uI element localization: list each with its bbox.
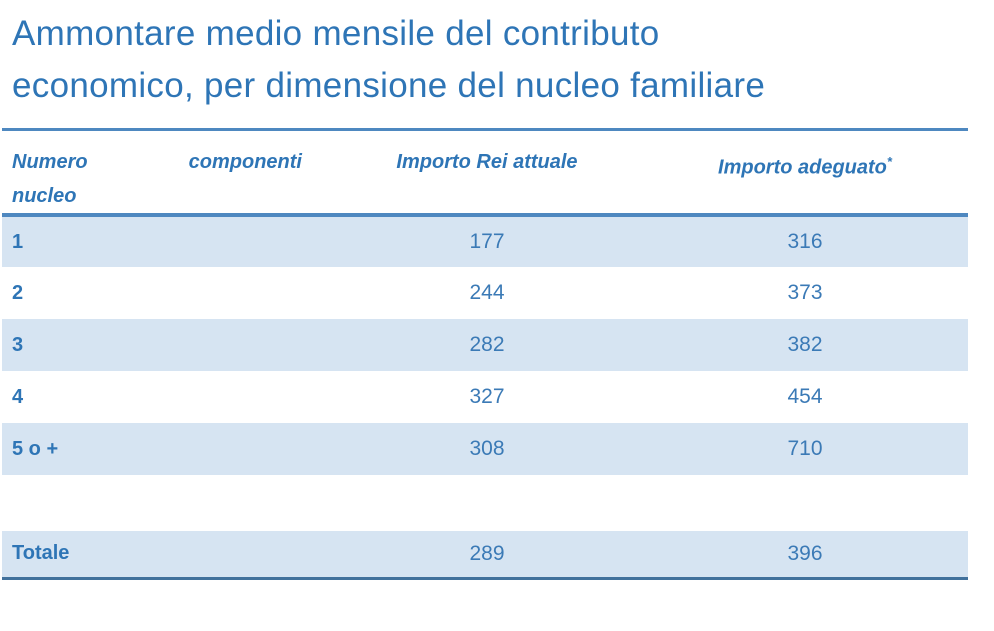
- footnote-asterisk: *: [886, 154, 892, 169]
- cell-importo-rei: 327: [469, 385, 505, 408]
- page-title-line-2: economico, per dimensione del nucleo fam…: [12, 66, 766, 105]
- table-row-3: 3 282 382: [2, 319, 968, 371]
- table-row-1: 1 177 316: [2, 215, 968, 267]
- table-row-5: 5 o + 308 710: [2, 423, 968, 475]
- header-row: Numero componenti nucleo Importo Rei att…: [2, 129, 968, 216]
- cell-importo-rei: 177: [469, 230, 505, 253]
- table-header: Numero componenti nucleo Importo Rei att…: [2, 129, 968, 216]
- cell-importo-adeguato: 710: [787, 437, 823, 460]
- cell-importo-adeguato: 454: [787, 385, 823, 408]
- contribution-table: Numero componenti nucleo Importo Rei att…: [2, 128, 968, 580]
- table-row-4: 4 327 454: [2, 371, 968, 423]
- cell-importo-rei: 282: [469, 333, 505, 356]
- empty-cell: [332, 475, 642, 531]
- cell-importo-adeguato: 382: [787, 333, 823, 356]
- total-importo-rei: 289: [469, 541, 505, 565]
- row-label: 5 o +: [12, 437, 59, 460]
- header-numero-wrap: Numero componenti nucleo: [2, 145, 302, 213]
- table-body: 1 177 316 2 244 373 3 282 382 4 327 454 …: [2, 215, 968, 578]
- header-word-numero: Numero: [12, 151, 88, 173]
- column-header-importo-adeguato: Importo adeguato*: [642, 130, 968, 216]
- column-header-numero-componenti-nucleo: Numero componenti nucleo: [2, 130, 332, 216]
- column-header-importo-rei-attuale: Importo Rei attuale: [396, 151, 578, 173]
- cell-importo-rei: 244: [469, 281, 505, 304]
- cell-importo-rei: 308: [469, 437, 505, 460]
- total-importo-adeguato: 396: [787, 541, 823, 565]
- row-label: 2: [12, 281, 24, 304]
- total-label: Totale: [12, 542, 70, 565]
- spacer-row: [2, 475, 968, 531]
- cell-importo-adeguato: 373: [787, 281, 823, 304]
- page-title-line-1: Ammontare medio mensile del contributo: [12, 14, 660, 53]
- page-title: Ammontare medio mensile del contributo e…: [12, 8, 994, 112]
- row-label: 4: [12, 385, 24, 408]
- empty-cell: [642, 475, 968, 531]
- header-word-componenti: componenti: [188, 151, 302, 173]
- header-word-nucleo: nucleo: [12, 185, 77, 207]
- table-row-2: 2 244 373: [2, 267, 968, 319]
- cell-importo-adeguato: 316: [787, 230, 823, 253]
- empty-cell: [2, 475, 332, 531]
- total-row: Totale 289 396: [2, 531, 968, 578]
- row-label: 1: [12, 230, 24, 253]
- header-importo-adeguato-label: Importo adeguato: [718, 156, 887, 179]
- row-label: 3: [12, 333, 24, 356]
- header-numero-line1: Numero componenti: [12, 145, 302, 179]
